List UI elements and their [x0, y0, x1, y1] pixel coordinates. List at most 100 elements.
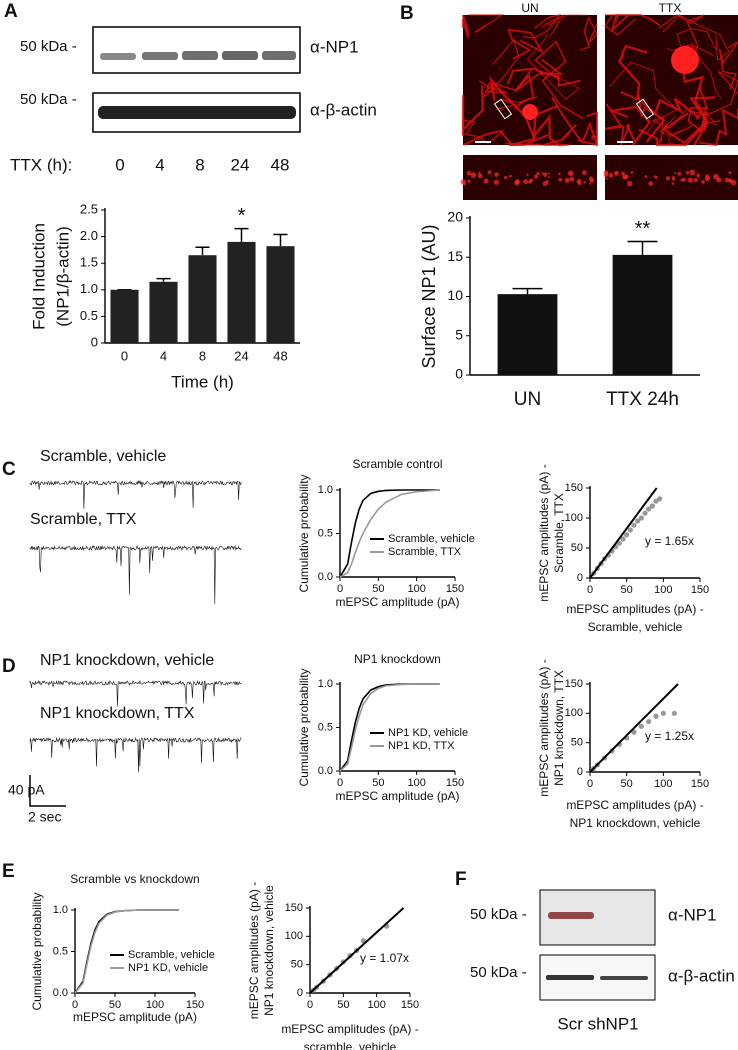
- puncta: [470, 172, 477, 179]
- x-tick-label: 24: [234, 348, 248, 363]
- puncta: [685, 171, 690, 175]
- x-tick-label: 48: [273, 348, 287, 363]
- y-axis-label: (NP1/β-actin): [53, 226, 72, 326]
- puncta: [558, 172, 561, 176]
- neurite: [662, 14, 730, 62]
- significance: *: [238, 205, 246, 227]
- neurite: [526, 33, 580, 101]
- puncta: [487, 170, 492, 175]
- point: [649, 503, 655, 509]
- y-tick-label: 0: [297, 987, 303, 999]
- bar: [227, 241, 256, 343]
- puncta: [504, 175, 508, 180]
- puncta: [558, 177, 563, 182]
- trace-label: Scramble, vehicle: [40, 448, 166, 465]
- puncta: [624, 176, 628, 180]
- image-label: UN: [521, 1, 538, 15]
- x-axis-label: Time (h): [171, 372, 234, 391]
- bar: [149, 281, 178, 343]
- puncta: [466, 170, 472, 176]
- scale-label: 2 sec: [28, 809, 61, 825]
- neurite: [608, 105, 651, 146]
- puncta: [547, 172, 550, 175]
- puncta: [701, 180, 705, 184]
- puncta: [483, 178, 489, 184]
- y-axis-label: Cumulative probability: [30, 892, 44, 1010]
- neurite: [659, 115, 693, 146]
- x-axis-label: mEPSC amplitudes (pA) -: [281, 1022, 418, 1036]
- legend-label: Scramble, vehicle: [128, 949, 215, 961]
- puncta: [687, 177, 694, 183]
- x-tick-label: 0: [72, 999, 78, 1011]
- puncta: [665, 176, 670, 181]
- y-tick-label: 1.0: [80, 281, 98, 296]
- point: [627, 527, 633, 533]
- x-axis-label: mEPSC amplitude (pA): [335, 789, 459, 803]
- neurite: [617, 44, 648, 101]
- x-tick-label: 4: [160, 348, 167, 363]
- lane-label: 48: [271, 155, 290, 174]
- chart-title: NP1 knockdown: [354, 652, 441, 666]
- cdf-line: [339, 489, 440, 578]
- point: [616, 540, 622, 546]
- puncta: [534, 174, 538, 179]
- puncta: [677, 172, 682, 176]
- trace: [29, 679, 242, 707]
- puncta: [621, 171, 625, 176]
- neurite: [515, 58, 564, 104]
- legend-label: NP1 KD, vehicle: [388, 727, 468, 739]
- puncta: [467, 179, 471, 183]
- y-tick-label: 50: [571, 542, 583, 554]
- point: [631, 729, 637, 735]
- y-tick-label: 0: [91, 334, 98, 349]
- x-tick-label: 50: [372, 583, 384, 595]
- soma: [671, 46, 699, 74]
- image-label: TTX: [659, 1, 682, 15]
- y-axis-label: NP1 knockdown, vehicle: [262, 885, 276, 1016]
- neurite: [551, 96, 599, 147]
- legend-label: NP1 KD, vehicle: [128, 962, 208, 974]
- significance: **: [635, 218, 651, 240]
- x-tick-label: 100: [367, 999, 385, 1011]
- puncta: [696, 173, 701, 178]
- x-tick-label: 150: [446, 777, 464, 789]
- neurite: [620, 91, 658, 118]
- puncta: [542, 181, 548, 187]
- blot-marker: 50 kDa -: [470, 964, 527, 981]
- puncta: [603, 170, 609, 175]
- puncta: [644, 175, 648, 179]
- point: [660, 710, 666, 716]
- neurite: [638, 124, 708, 147]
- y-tick-label: 1.0: [318, 484, 333, 496]
- puncta: [608, 172, 614, 178]
- puncta: [605, 177, 608, 180]
- fit-line: [589, 487, 658, 579]
- blot-band: [546, 975, 594, 980]
- y-tick-label: 1.0: [318, 678, 333, 690]
- soma: [522, 104, 538, 120]
- y-tick-label: 0.5: [318, 721, 333, 733]
- neurite: [461, 85, 484, 136]
- strip: [463, 155, 597, 200]
- x-tick-label: 50: [337, 999, 349, 1011]
- y-tick-label: 0.0: [318, 765, 333, 777]
- neurite: [507, 28, 545, 60]
- neurite: [586, 111, 598, 145]
- trace-label: Scramble, TTX: [30, 511, 137, 528]
- y-tick-label: 15: [447, 248, 463, 264]
- blot-label: α-β-actin: [310, 100, 377, 119]
- puncta: [569, 176, 575, 182]
- fit-line: [589, 683, 679, 773]
- puncta: [493, 179, 500, 185]
- bar: [266, 246, 295, 343]
- lane-label: 24: [231, 155, 250, 174]
- panel-label: F: [455, 869, 467, 890]
- x-tick-label: 100: [146, 999, 164, 1011]
- y-tick-label: 20: [447, 209, 463, 225]
- neurite: [687, 70, 738, 116]
- trace: [29, 479, 242, 510]
- blot-label: α-NP1: [668, 905, 717, 924]
- puncta: [589, 182, 592, 185]
- y-tick-label: 1.5: [80, 255, 98, 270]
